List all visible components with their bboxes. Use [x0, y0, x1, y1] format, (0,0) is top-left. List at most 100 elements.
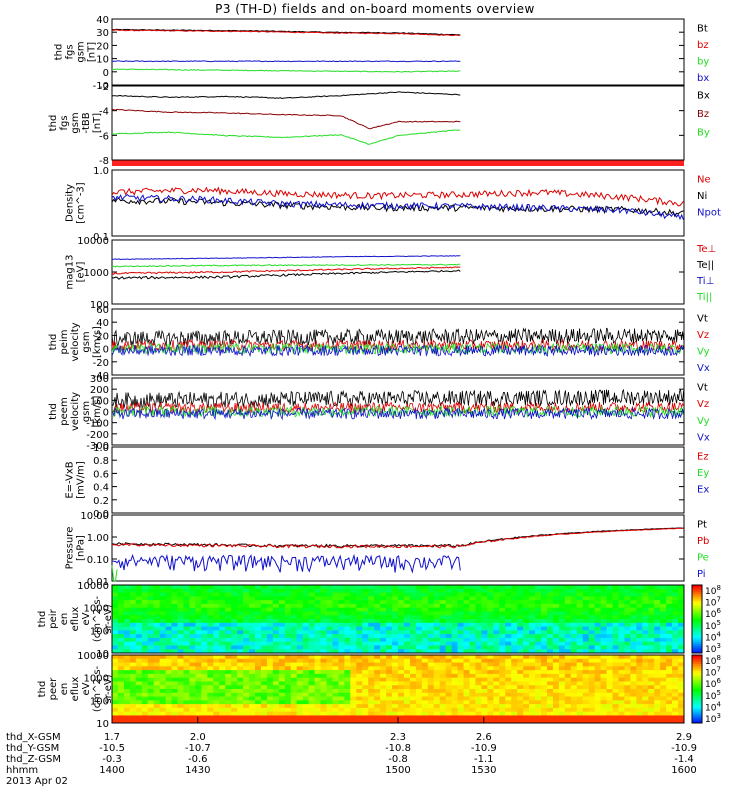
- heatmap-cell: [320, 630, 327, 635]
- heatmap-cell: [338, 707, 345, 713]
- heatmap-cell: [266, 603, 274, 609]
- y-axis-label: [nT]: [92, 113, 103, 133]
- heatmap-cell: [159, 673, 167, 679]
- y-axis-label: fgs: [65, 44, 76, 59]
- heatmap-cell: [600, 603, 607, 609]
- heatmap-cell: [249, 707, 256, 713]
- heatmap-cell: [445, 619, 453, 624]
- heatmap-cell: [207, 655, 214, 660]
- heatmap-cell: [541, 596, 548, 601]
- heatmap-cell: [463, 666, 470, 671]
- heatmap-cell: [618, 655, 625, 660]
- heatmap-cell: [141, 585, 149, 590]
- heatmap-cell: [392, 626, 399, 631]
- heatmap-cell: [112, 715, 119, 720]
- heatmap-cell: [159, 607, 167, 612]
- heatmap-cell: [415, 588, 423, 593]
- heatmap-cell: [249, 615, 256, 620]
- heatmap-cell: [493, 603, 500, 609]
- heatmap-cell: [403, 596, 411, 601]
- heatmap-cell: [493, 596, 500, 601]
- heatmap-cell: [493, 696, 500, 701]
- heatmap-cell: [368, 585, 375, 590]
- heatmap-cell: [606, 670, 613, 675]
- heatmap-cell: [511, 719, 518, 724]
- heatmap-cell: [409, 600, 417, 605]
- heatmap-cell: [642, 600, 649, 605]
- heatmap-cell: [493, 585, 500, 590]
- colorbar-step: [692, 698, 702, 701]
- heatmap-cell: [159, 696, 167, 701]
- y-tick-label: 0: [103, 408, 109, 419]
- heatmap-cell: [171, 719, 178, 724]
- heatmap-cell: [272, 649, 280, 654]
- heatmap-cell: [207, 670, 214, 675]
- series-Vz: [111, 400, 684, 415]
- heatmap-cell: [243, 630, 250, 635]
- y-tick-label: 10: [96, 719, 109, 730]
- x-tick-label: -10.9: [471, 743, 497, 754]
- heatmap-cell: [469, 689, 476, 694]
- heatmap-cell: [523, 607, 530, 612]
- heatmap-cell: [374, 681, 381, 686]
- colorbar-tick-exponent: 4: [716, 700, 721, 708]
- heatmap-cell: [600, 711, 607, 716]
- heatmap-cell: [326, 681, 333, 686]
- heatmap-cell: [612, 662, 619, 667]
- heatmap-cell: [612, 689, 619, 694]
- heatmap-cell: [660, 696, 667, 701]
- heatmap-cell: [588, 585, 596, 590]
- panel-frame: [111, 18, 685, 86]
- heatmap-cell: [344, 649, 351, 654]
- heatmap-cell: [207, 711, 214, 716]
- heatmap-cell: [338, 585, 345, 590]
- heatmap-cell: [141, 641, 149, 646]
- heatmap-cell: [237, 630, 244, 635]
- heatmap-cell: [451, 655, 458, 660]
- heatmap-cell: [463, 603, 470, 609]
- heatmap-cell: [523, 585, 530, 590]
- heatmap-cell: [189, 603, 196, 609]
- heatmap-cell: [660, 607, 667, 612]
- heatmap-cell: [594, 585, 601, 590]
- heatmap-cell: [672, 596, 679, 601]
- heatmap-cell: [201, 692, 208, 697]
- heatmap-cell: [427, 711, 435, 716]
- heatmap-cell: [398, 719, 405, 724]
- heatmap-cell: [284, 615, 292, 620]
- heatmap-cell: [439, 607, 447, 612]
- heatmap-cell: [403, 641, 411, 646]
- heatmap-cell: [344, 692, 351, 697]
- heatmap-cell: [398, 681, 405, 686]
- heatmap-cell: [439, 711, 447, 716]
- heatmap-cell: [529, 673, 536, 679]
- heatmap-cell: [201, 615, 208, 620]
- heatmap-cell: [409, 681, 417, 686]
- heatmap-cell: [195, 603, 202, 609]
- heatmap-cell: [421, 658, 429, 663]
- heatmap-cell: [546, 711, 554, 716]
- heatmap-cell: [302, 681, 310, 686]
- heatmap-cell: [463, 588, 470, 593]
- heatmap-cell: [308, 707, 315, 713]
- y-axis-label: gsm: [81, 401, 92, 422]
- heatmap-cell: [278, 611, 286, 616]
- heatmap-cell: [177, 615, 184, 620]
- heatmap-cell: [338, 596, 345, 601]
- heatmap-cell: [117, 696, 125, 701]
- heatmap-cell: [183, 626, 190, 631]
- heatmap-cell: [654, 630, 661, 635]
- heatmap-cell: [529, 692, 536, 697]
- heatmap-cell: [672, 707, 679, 713]
- heatmap-cell: [672, 696, 679, 701]
- heatmap-cell: [320, 704, 327, 709]
- heatmap-cell: [558, 700, 566, 705]
- colorbar-step: [692, 614, 702, 618]
- heatmap-cell: [213, 626, 220, 631]
- heatmap-cell: [135, 600, 143, 605]
- heatmap-cell: [165, 626, 172, 631]
- heatmap-cell: [672, 685, 679, 690]
- heatmap-cell: [451, 689, 458, 694]
- heatmap-cell: [260, 585, 268, 590]
- heatmap-cell: [529, 649, 536, 654]
